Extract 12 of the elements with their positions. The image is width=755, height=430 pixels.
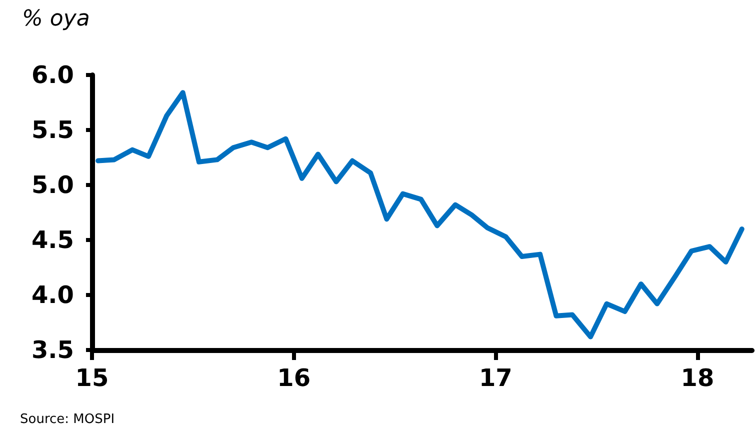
y-tick-label: 5.5: [31, 116, 74, 144]
y-tick-label: 4.5: [31, 226, 74, 254]
x-tick-label: 15: [75, 364, 109, 392]
y-tick-label: 5.0: [31, 171, 74, 199]
x-tick-label: 17: [478, 364, 512, 392]
x-tick-label: 16: [277, 364, 311, 392]
y-axis-title: % oya: [22, 6, 90, 32]
source-note: Source: MOSPI: [20, 412, 115, 427]
y-tick-label: 6.0: [31, 61, 74, 89]
y-tick-label: 4.0: [31, 281, 74, 309]
y-tick-label: 3.5: [31, 336, 74, 364]
x-tick-label: 18: [680, 364, 714, 392]
